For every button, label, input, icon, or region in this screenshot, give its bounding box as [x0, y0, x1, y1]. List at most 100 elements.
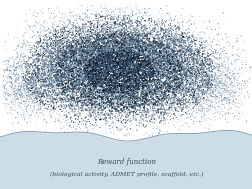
Point: [189, 45, 193, 48]
Point: [3, 70, 7, 74]
Point: [153, 96, 158, 99]
Point: [234, 98, 238, 101]
Point: [128, 19, 132, 22]
Point: [166, 52, 170, 55]
Point: [112, 92, 116, 95]
Point: [70, 43, 74, 46]
Point: [53, 39, 57, 42]
Point: [137, 69, 141, 72]
Point: [89, 63, 93, 66]
Point: [119, 83, 123, 86]
Point: [152, 87, 156, 90]
Point: [123, 84, 127, 87]
Point: [122, 81, 126, 84]
Point: [76, 104, 80, 107]
Point: [179, 75, 183, 78]
Point: [31, 14, 35, 17]
Point: [221, 97, 225, 100]
Point: [192, 75, 196, 78]
Point: [90, 78, 94, 81]
Point: [159, 63, 163, 66]
Point: [86, 84, 90, 87]
Point: [141, 77, 145, 80]
Point: [131, 91, 135, 94]
Point: [103, 52, 107, 55]
Point: [122, 76, 126, 79]
Point: [73, 57, 77, 60]
Point: [104, 29, 108, 32]
Point: [112, 42, 116, 45]
Point: [60, 43, 64, 46]
Point: [218, 58, 222, 61]
Point: [124, 48, 129, 51]
Point: [169, 70, 173, 73]
Point: [168, 54, 172, 57]
Point: [167, 78, 171, 81]
Point: [240, 59, 244, 62]
Point: [203, 82, 207, 85]
Point: [125, 46, 130, 49]
Point: [159, 123, 163, 126]
Point: [105, 46, 109, 49]
Point: [228, 92, 232, 95]
Point: [187, 93, 191, 96]
Point: [154, 71, 159, 74]
Point: [92, 116, 97, 119]
Point: [124, 50, 128, 53]
Point: [123, 86, 127, 89]
Point: [88, 111, 92, 114]
Point: [96, 77, 100, 80]
Point: [181, 66, 185, 69]
Point: [164, 27, 168, 30]
Point: [150, 102, 154, 105]
Point: [150, 88, 154, 91]
Point: [77, 59, 81, 62]
Point: [79, 53, 83, 56]
Point: [182, 68, 186, 71]
Point: [76, 123, 80, 126]
Point: [109, 102, 113, 105]
Point: [123, 60, 127, 63]
Point: [49, 62, 53, 65]
Point: [170, 28, 174, 31]
Point: [46, 75, 50, 78]
Point: [101, 50, 105, 53]
Point: [199, 55, 203, 58]
Point: [84, 60, 88, 63]
Point: [222, 76, 226, 79]
Point: [214, 52, 218, 55]
Point: [66, 88, 70, 91]
Point: [1, 94, 5, 97]
Point: [106, 36, 110, 40]
Point: [204, 91, 208, 94]
Point: [49, 31, 53, 34]
Point: [88, 44, 92, 47]
Point: [128, 79, 132, 82]
Point: [61, 46, 65, 49]
Point: [137, 84, 141, 88]
Point: [141, 92, 145, 95]
Point: [200, 61, 204, 64]
Point: [195, 69, 199, 72]
Point: [79, 56, 83, 59]
Point: [85, 53, 89, 57]
Point: [160, 65, 164, 68]
Point: [104, 51, 108, 54]
Point: [187, 63, 191, 66]
Point: [142, 79, 146, 82]
Point: [138, 51, 142, 54]
Point: [150, 95, 154, 98]
Point: [154, 62, 158, 65]
Point: [168, 76, 172, 79]
Point: [132, 84, 136, 87]
Point: [107, 60, 111, 63]
Point: [104, 68, 108, 71]
Point: [35, 58, 39, 61]
Point: [116, 76, 120, 79]
Point: [69, 101, 73, 104]
Point: [89, 49, 93, 52]
Point: [77, 117, 81, 120]
Point: [169, 84, 173, 87]
Point: [186, 99, 190, 102]
Point: [26, 104, 30, 107]
